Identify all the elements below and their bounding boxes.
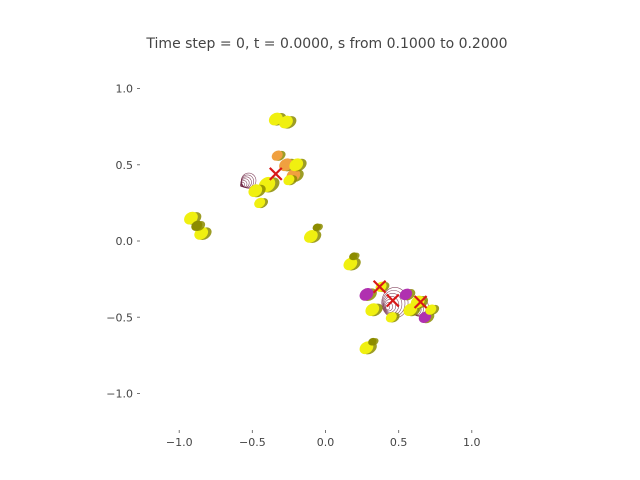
y-tick-label: 1.0 [116,83,134,96]
x-tick-label: 1.0 [463,436,481,449]
cross-marker [268,167,283,181]
blob-point [289,158,307,172]
blob-point [283,174,298,186]
contour-ring [240,172,257,189]
blob-point [304,230,322,244]
blob-point [399,288,416,301]
blob-point [279,115,297,129]
blob-point [254,197,268,209]
blob-point [368,337,379,346]
y-tick-label: 0.0 [116,235,134,248]
blob-point [191,220,206,232]
blob-point [343,257,361,271]
cross-marker [385,293,400,308]
blob-point [425,304,440,315]
cross-layer [268,167,428,309]
cross-marker [413,295,428,309]
x-tick-label: 0.0 [317,436,335,449]
blob-point [349,252,360,261]
x-tick-label: −1.0 [166,436,193,449]
blob-layer [184,112,440,355]
x-tick-label: −0.5 [239,436,266,449]
blob-point [248,184,266,198]
x-tick-label: 0.5 [390,436,408,449]
axis-layer: −1.0 −0.5 0.0 0.5 1.0 1.0 0.5 0.0 −0.5 −1.0 [106,83,480,450]
y-tick-label: −1.0 [106,388,133,401]
y-tick-label: −0.5 [106,311,133,324]
blob-point [365,303,383,317]
blob-point [312,223,323,232]
cross-marker [372,279,387,294]
chart-title: Time step = 0, t = 0.0000, s from 0.1000… [145,36,507,52]
y-tick-label: 0.5 [116,159,134,172]
blob-point [271,150,286,161]
blob-point [385,312,400,323]
